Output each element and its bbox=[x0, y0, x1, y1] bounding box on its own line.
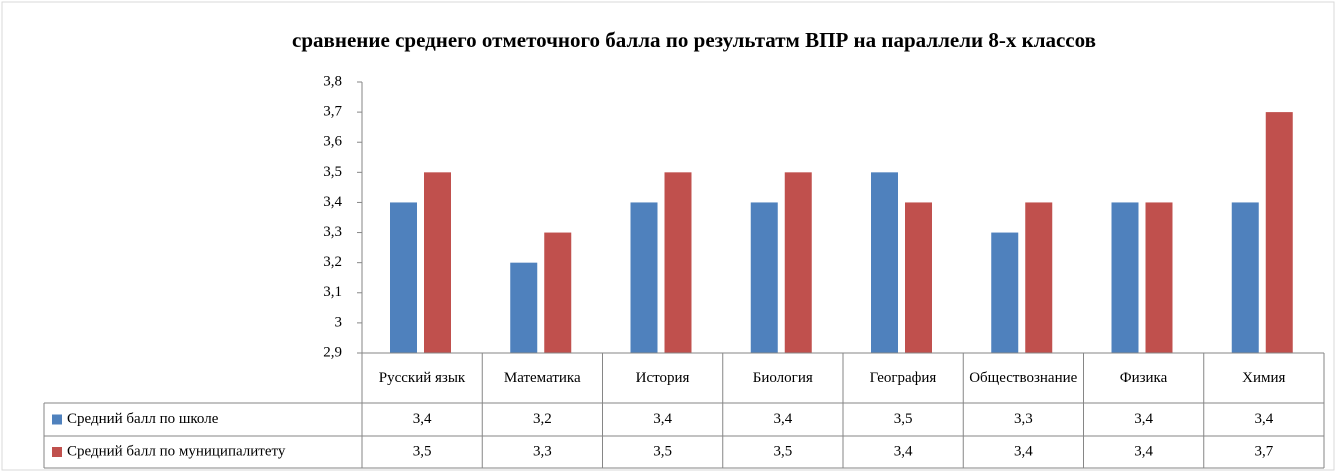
bar bbox=[424, 172, 451, 353]
table-value: 3,4 bbox=[1134, 411, 1153, 427]
x-tick-label-box: Химия bbox=[1242, 370, 1286, 386]
bar bbox=[1265, 112, 1293, 353]
bar bbox=[871, 172, 898, 353]
bar bbox=[1231, 202, 1259, 353]
x-tick-label-box: Биология bbox=[752, 370, 813, 386]
x-tick-label: Биология bbox=[752, 370, 813, 386]
bar bbox=[750, 202, 778, 353]
x-tick-label: География bbox=[869, 370, 937, 386]
y-tick-label: 2,9 bbox=[323, 344, 342, 360]
x-tick-label-box: Обществознание bbox=[969, 370, 1078, 386]
x-tick-label: Обществознание bbox=[969, 370, 1078, 386]
legend-label: Средний балл по муниципалитету bbox=[67, 443, 286, 459]
table-value: 3,4 bbox=[774, 411, 793, 427]
table-value: 3,4 bbox=[1255, 411, 1274, 427]
legend-swatch bbox=[52, 447, 62, 457]
table-value: 3,4 bbox=[413, 411, 432, 427]
y-tick-label: 3,5 bbox=[323, 164, 342, 180]
bar bbox=[630, 202, 658, 353]
legend-swatch bbox=[52, 414, 62, 425]
bar bbox=[784, 172, 812, 353]
y-tick-label: 3,6 bbox=[323, 134, 342, 150]
x-tick-label-box: История bbox=[635, 370, 690, 386]
y-tick-label: 3,7 bbox=[323, 104, 342, 120]
x-tick-label: Химия bbox=[1242, 370, 1286, 386]
bar bbox=[544, 232, 572, 353]
y-tick-label: 3,2 bbox=[323, 254, 342, 270]
bar bbox=[905, 202, 932, 353]
table-value: 3,4 bbox=[653, 411, 672, 427]
x-tick-label: Русский язык bbox=[378, 370, 466, 386]
bar bbox=[390, 202, 417, 353]
x-tick-label: История bbox=[635, 370, 690, 386]
bar bbox=[1111, 202, 1139, 353]
table-value: 3,4 bbox=[894, 443, 913, 459]
bar bbox=[664, 172, 692, 353]
bar bbox=[1145, 202, 1173, 353]
x-tick-label: Физика bbox=[1119, 370, 1168, 386]
table-value: 3,5 bbox=[653, 443, 672, 459]
table-value: 3,4 bbox=[1134, 443, 1153, 459]
y-tick-label: 3,8 bbox=[323, 73, 342, 89]
legend-label: Средний балл по школе bbox=[67, 411, 219, 427]
table-value: 3,4 bbox=[1014, 443, 1033, 459]
bar bbox=[991, 232, 1019, 353]
table-value: 3,5 bbox=[774, 443, 793, 459]
bar bbox=[1025, 202, 1053, 353]
x-tick-label-box: Русский язык bbox=[378, 370, 466, 386]
x-tick-label-box: Физика bbox=[1119, 370, 1168, 386]
chart-title: сравнение среднего отметочного балла по … bbox=[292, 28, 1096, 52]
table-value: 3,5 bbox=[894, 411, 913, 427]
y-tick-label: 3,3 bbox=[323, 224, 342, 240]
table-value: 3,5 bbox=[413, 443, 432, 459]
x-tick-label: Математика bbox=[503, 370, 581, 386]
x-tick-label-box: География bbox=[869, 370, 937, 386]
y-tick-label: 3,4 bbox=[323, 194, 342, 210]
table-value: 3,3 bbox=[533, 443, 552, 459]
table-value: 3,7 bbox=[1255, 443, 1274, 459]
table-value: 3,2 bbox=[533, 411, 552, 427]
bar bbox=[510, 262, 538, 353]
y-tick-label: 3,1 bbox=[323, 284, 342, 300]
x-tick-label-box: Математика bbox=[503, 370, 581, 386]
y-tick-label: 3 bbox=[335, 314, 343, 330]
table-value: 3,3 bbox=[1014, 411, 1033, 427]
